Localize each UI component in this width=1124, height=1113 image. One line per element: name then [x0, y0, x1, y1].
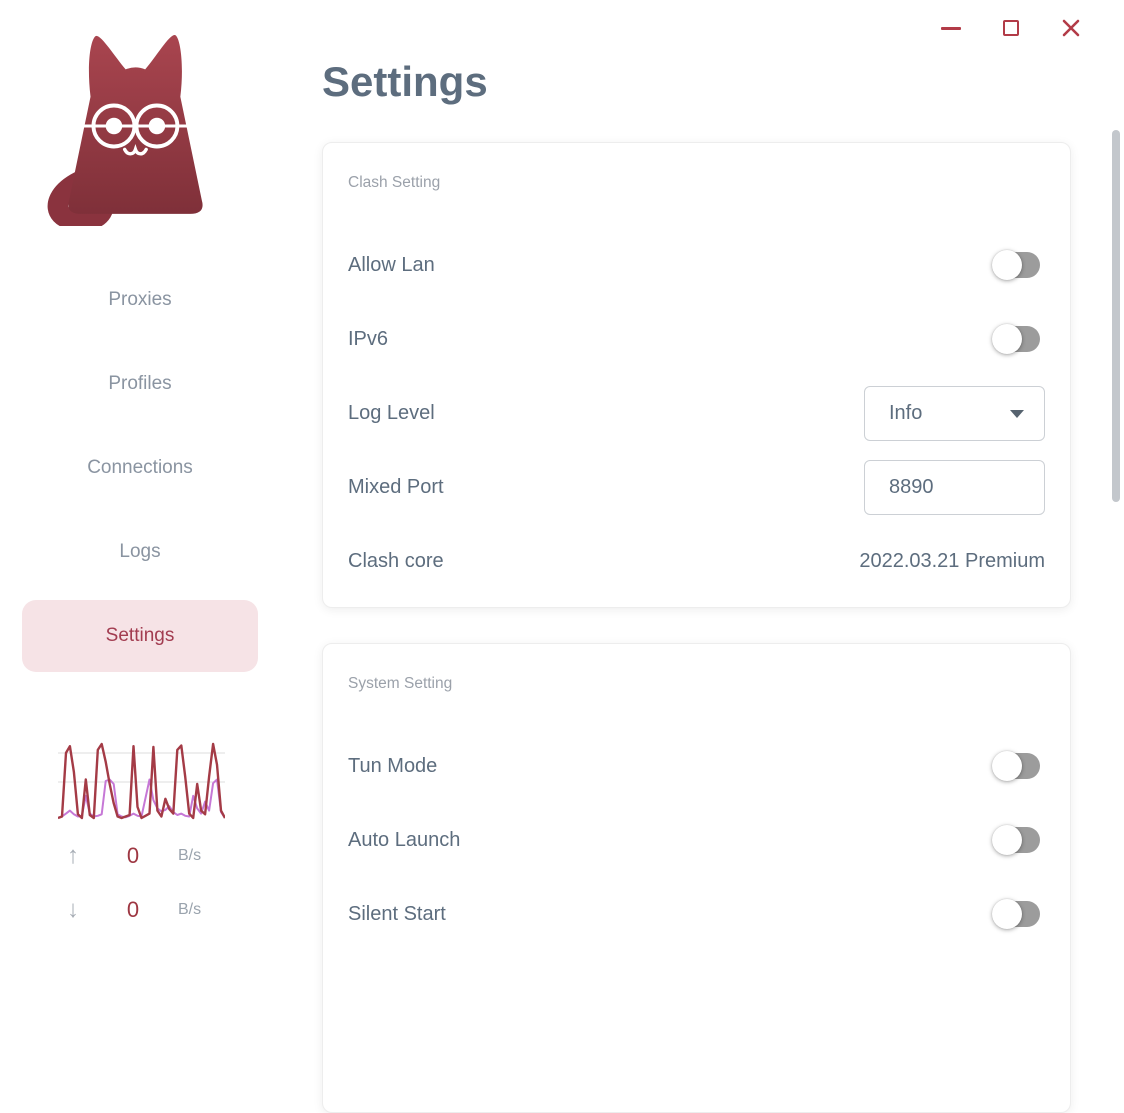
minimize-icon — [941, 26, 961, 30]
upload-speed-row: ↑ 0 B/s — [0, 838, 280, 874]
upload-arrow-icon: ↑ — [67, 842, 79, 869]
setting-label: Allow Lan — [348, 253, 435, 276]
maximize-icon — [1003, 20, 1019, 36]
clash-core-version: 2022.03.21 Premium — [859, 549, 1045, 572]
card-title: System Setting — [348, 675, 453, 692]
clash-cat-logo — [47, 34, 203, 226]
traffic-chart — [58, 742, 225, 820]
sidebar-item-label: Proxies — [108, 289, 172, 310]
toggle-knob — [992, 250, 1022, 280]
setting-row-mixed-port: Mixed Port — [348, 450, 1045, 524]
setting-label: Log Level — [348, 401, 435, 424]
sidebar-item-label: Connections — [87, 457, 193, 478]
page-title: Settings — [322, 58, 488, 105]
setting-row-ipv6: IPv6 — [348, 302, 1045, 376]
mixed-port-input[interactable] — [864, 459, 1045, 515]
sidebar-item-proxies[interactable]: Proxies — [22, 264, 258, 336]
sidebar-item-settings[interactable]: Settings — [22, 600, 258, 672]
ipv6-toggle[interactable] — [992, 324, 1040, 354]
sidebar-item-label: Logs — [119, 541, 161, 562]
log-level-select[interactable]: Info — [864, 385, 1045, 441]
setting-row-clash-core: Clash core 2022.03.21 Premium — [348, 524, 1045, 598]
sidebar-item-label: Settings — [105, 625, 175, 646]
chevron-down-icon — [1010, 410, 1024, 418]
setting-label: Silent Start — [348, 902, 446, 925]
setting-row-allow-lan: Allow Lan — [348, 228, 1045, 302]
sidebar-item-connections[interactable]: Connections — [22, 432, 258, 504]
setting-row-auto-launch: Auto Launch — [348, 803, 1045, 877]
close-button[interactable] — [1055, 12, 1087, 44]
maximize-button[interactable] — [995, 12, 1027, 44]
clash-setting-card: Clash Setting Allow Lan IPv6 Log Level I… — [322, 142, 1071, 608]
upload-speed-unit: B/s — [178, 847, 202, 864]
sidebar-item-profiles[interactable]: Profiles — [22, 348, 258, 420]
log-level-value: Info — [889, 401, 923, 424]
setting-label: Auto Launch — [348, 828, 461, 851]
download-arrow-icon: ↓ — [67, 896, 79, 923]
window-controls — [935, 12, 1087, 44]
setting-label: Clash core — [348, 549, 444, 572]
toggle-knob — [992, 751, 1022, 781]
setting-label: Mixed Port — [348, 475, 444, 498]
download-speed-value: 0 — [126, 897, 140, 922]
sidebar-item-label: Profiles — [108, 373, 172, 394]
card-title: Clash Setting — [348, 174, 441, 191]
allow-lan-toggle[interactable] — [992, 250, 1040, 280]
sidebar-nav: Proxies Profiles Connections Logs Settin… — [0, 264, 280, 672]
setting-label: IPv6 — [348, 327, 389, 350]
silent-start-toggle[interactable] — [992, 899, 1040, 929]
setting-label: Tun Mode — [348, 754, 438, 777]
setting-row-log-level: Log Level Info — [348, 376, 1045, 450]
toggle-knob — [992, 324, 1022, 354]
close-icon — [1062, 19, 1080, 37]
scrollbar[interactable] — [1112, 130, 1120, 502]
toggle-knob — [992, 899, 1022, 929]
download-speed-row: ↓ 0 B/s — [0, 892, 280, 928]
upload-speed-value: 0 — [126, 843, 140, 868]
setting-row-silent-start: Silent Start — [348, 877, 1045, 951]
sidebar-item-logs[interactable]: Logs — [22, 516, 258, 588]
toggle-knob — [992, 825, 1022, 855]
download-speed-unit: B/s — [178, 901, 202, 918]
tun-mode-toggle[interactable] — [992, 751, 1040, 781]
system-setting-card: System Setting Tun Mode Auto Launch Sile… — [322, 643, 1071, 1113]
auto-launch-toggle[interactable] — [992, 825, 1040, 855]
setting-row-tun-mode: Tun Mode — [348, 729, 1045, 803]
minimize-button[interactable] — [935, 12, 967, 44]
